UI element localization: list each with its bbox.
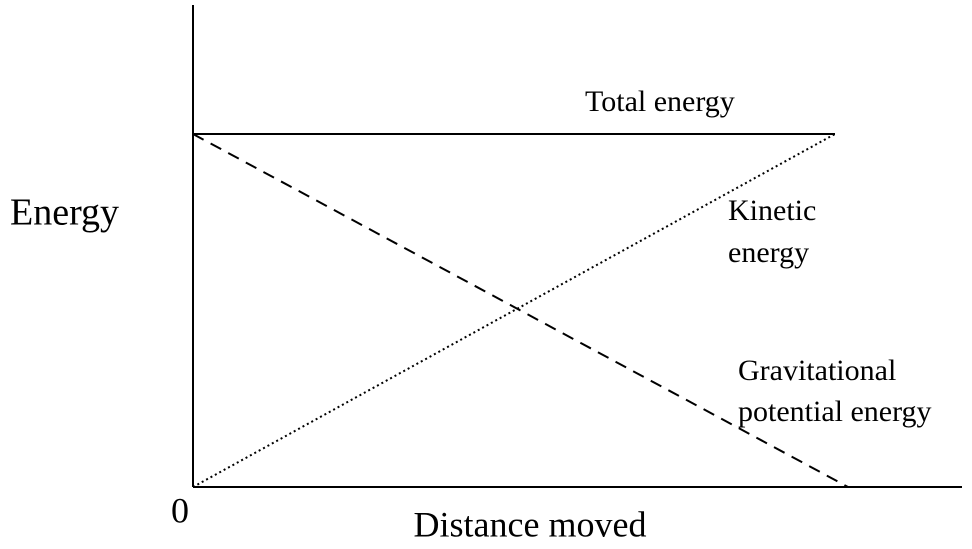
origin-label: 0 (171, 490, 189, 530)
curve-label: potential energy (738, 395, 932, 428)
potential-energy-line (192, 133, 849, 488)
curve-label: Kinetic (728, 194, 816, 227)
kinetic-energy-line (192, 133, 836, 488)
curve-label: Total energy (585, 85, 735, 118)
curve-label: Gravitational (738, 354, 896, 387)
curve-label: energy (728, 236, 809, 269)
x-axis-label: Distance moved (414, 504, 647, 544)
y-axis-label: Energy (10, 192, 119, 234)
